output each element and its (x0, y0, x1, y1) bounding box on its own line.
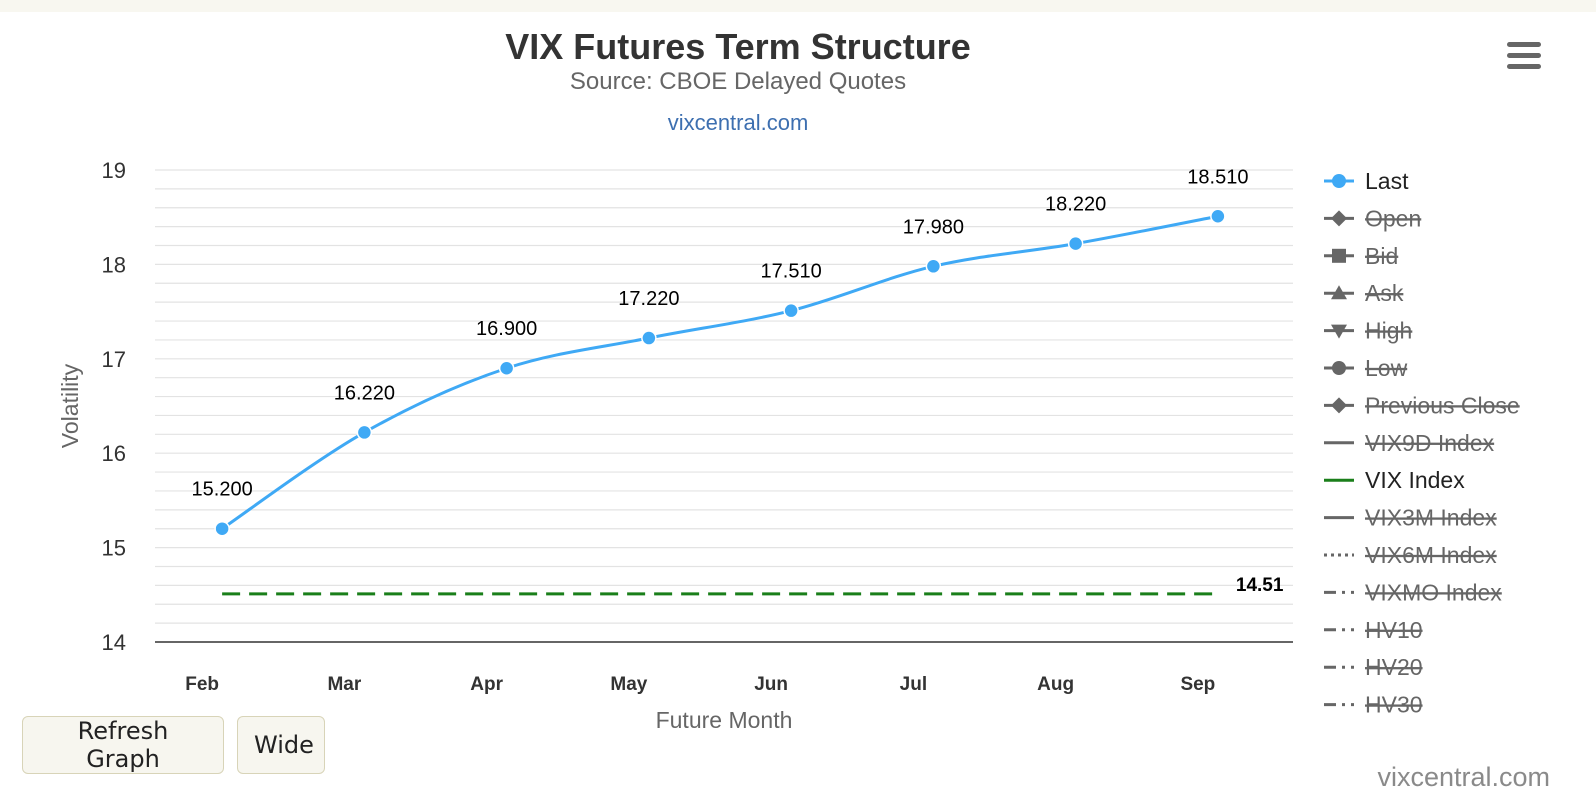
last-data-label: 15.200 (192, 479, 253, 501)
legend-item[interactable]: Last (1324, 168, 1409, 194)
legend-item[interactable]: VIX6M Index (1324, 542, 1497, 568)
legend-circle-icon (1332, 174, 1346, 188)
legend-diamond-icon (1331, 397, 1347, 414)
last-data-label: 17.510 (761, 261, 822, 283)
legend-item[interactable]: Low (1324, 355, 1408, 381)
last-data-label: 17.980 (903, 216, 964, 238)
legend-label: VIX Index (1365, 467, 1465, 493)
last-data-label: 16.220 (334, 382, 395, 404)
legend-item[interactable]: Open (1324, 205, 1421, 231)
last-data-point (783, 302, 799, 319)
refresh-graph-button[interactable]: Refresh Graph (22, 716, 224, 774)
y-tick-label: 19 (102, 158, 126, 183)
x-axis-title: Future Month (656, 707, 793, 733)
legend-diamond-icon (1331, 210, 1347, 227)
legend-item[interactable]: Previous Close (1324, 392, 1520, 418)
x-tick-label: Jun (754, 674, 788, 695)
last-data-point (1067, 235, 1084, 252)
menu-bar (1507, 64, 1541, 69)
legend-item[interactable]: HV30 (1324, 692, 1423, 718)
last-data-point (214, 520, 230, 537)
legend-item[interactable]: HV20 (1324, 654, 1423, 680)
x-tick-label: Aug (1037, 674, 1074, 695)
wide-button[interactable]: Wide (237, 716, 325, 774)
legend-item[interactable]: High (1324, 318, 1412, 344)
y-tick-label: 16 (102, 441, 126, 466)
legend-label: Low (1365, 355, 1408, 381)
legend-item[interactable]: VIX9D Index (1324, 430, 1495, 456)
chart-title: VIX Futures Term Structure (505, 26, 971, 67)
chart-subtitle: Source: CBOE Delayed Quotes (569, 68, 907, 95)
legend-label: VIX6M Index (1365, 542, 1497, 568)
last-data-point (498, 360, 515, 376)
legend-item[interactable]: VIX Index (1324, 467, 1465, 493)
legend-label: HV20 (1365, 654, 1423, 680)
x-tick-label: May (610, 674, 647, 695)
legend-label: VIX3M Index (1365, 505, 1497, 531)
hamburger-menu-icon[interactable] (1504, 42, 1544, 78)
y-axis-title: Volatility (57, 363, 83, 448)
legend-item[interactable]: Ask (1324, 280, 1404, 306)
legend-label: High (1365, 318, 1412, 344)
legend-label: HV10 (1365, 617, 1423, 643)
legend-label: VIXMO Index (1365, 579, 1502, 605)
x-tick-label: Feb (185, 674, 219, 695)
legend-label: Open (1365, 205, 1421, 231)
x-tick-label: Mar (327, 674, 361, 695)
last-data-point (925, 258, 942, 275)
legend-circle-icon (1332, 361, 1346, 375)
legend-triangle-down-icon (1331, 324, 1347, 339)
top-strip (0, 0, 1596, 12)
legend-label: Previous Close (1365, 392, 1520, 418)
last-series-line (221, 214, 1219, 530)
legend-item[interactable]: Bid (1324, 243, 1398, 269)
site-link[interactable]: vixcentral.com (667, 110, 809, 135)
vix-index-data-label: 14.51 (1236, 575, 1284, 596)
last-data-point (1210, 208, 1226, 225)
menu-bar (1507, 53, 1541, 58)
legend-label: Ask (1365, 280, 1404, 306)
x-tick-label: Sep (1180, 674, 1215, 695)
credit-text: vixcentral.com (1377, 762, 1550, 792)
last-data-label: 18.510 (1187, 166, 1248, 188)
legend-item[interactable]: VIX3M Index (1324, 505, 1497, 531)
last-data-label: 17.220 (618, 288, 679, 310)
legend-label: Last (1365, 168, 1409, 194)
legend-item[interactable]: VIXMO Index (1324, 579, 1502, 605)
y-tick-label: 15 (102, 536, 126, 561)
menu-bar (1507, 42, 1541, 47)
y-tick-label: 14 (102, 630, 126, 655)
legend-label: HV30 (1365, 692, 1423, 718)
legend-label: Bid (1365, 243, 1398, 269)
x-tick-label: Apr (470, 674, 503, 695)
last-data-point (356, 424, 373, 441)
last-data-label: 18.220 (1045, 194, 1106, 216)
last-data-point (641, 330, 657, 346)
legend-label: VIX9D Index (1365, 430, 1495, 456)
last-data-label: 16.900 (476, 318, 537, 340)
y-tick-label: 17 (102, 347, 126, 372)
legend-triangle-up-icon (1331, 285, 1347, 300)
legend-square-icon (1332, 248, 1346, 263)
legend-item[interactable]: HV10 (1324, 617, 1423, 643)
y-tick-label: 18 (102, 252, 126, 277)
x-tick-label: Jul (900, 674, 927, 695)
